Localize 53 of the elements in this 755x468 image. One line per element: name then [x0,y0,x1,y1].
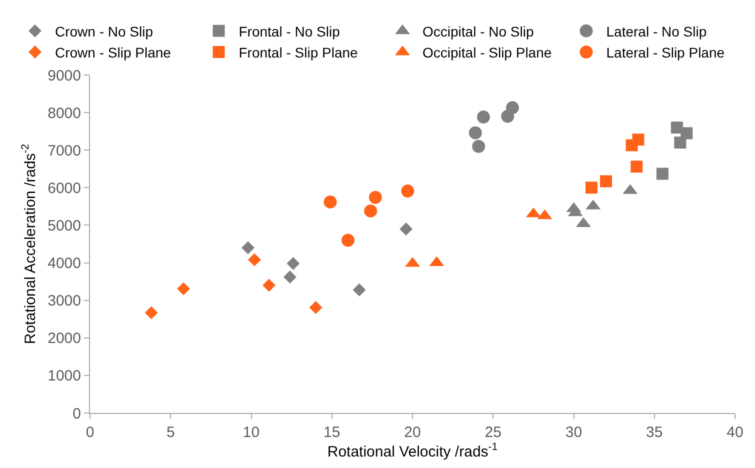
point [656,168,668,180]
y-tick-label: 6000 [48,180,81,197]
x-tick-label: 40 [726,424,744,441]
x-tick-label: 10 [242,424,260,441]
point [177,282,190,296]
point [630,160,643,173]
y-tick-label: 3000 [48,292,81,310]
point [352,283,366,296]
point [468,126,482,140]
point [632,134,644,146]
x-tick-label: 25 [484,424,502,441]
legend-label: Occipital - Slip Plane [422,44,552,60]
point [324,195,337,208]
point [283,270,296,284]
legend-label: Frontal - No Slip [238,23,340,40]
y-tick-label: 5000 [48,217,81,234]
point [342,234,354,247]
y-tick-label: 4000 [48,255,81,272]
point [401,184,414,198]
y-tick-label: 9000 [48,67,81,84]
point [585,182,598,194]
point [262,278,276,292]
point [472,140,486,153]
point [144,306,158,320]
x-tick-label: 0 [86,424,94,441]
point [600,175,612,188]
point [506,101,519,114]
point [364,204,378,218]
point [476,110,490,124]
y-tick-label: 1000 [48,368,81,385]
x-tick-label: 15 [324,424,340,441]
x-tick-label: 30 [565,424,582,441]
x-axis-title: Rotational Velocity /rads$^{-1}$ [327,441,498,460]
legend-label: Lateral - No Slip [606,23,707,40]
point [400,222,413,236]
legend-label: Crown - No Slip [55,23,154,40]
y-tick-label: 2000 [48,330,81,348]
legend-label: Occipital - No Slip [422,23,534,40]
point [248,253,261,266]
x-tick-label: 20 [404,424,421,441]
legend-label: Lateral - Slip Plane [606,44,725,60]
x-tick-label: 5 [166,424,175,441]
x-tick-label: 35 [646,424,663,441]
point [309,300,322,314]
legend-label: Crown - Slip Plane [55,44,172,60]
point [368,190,382,204]
point [674,136,686,149]
y-tick-label: 8000 [48,104,81,122]
point [286,257,300,270]
y-tick-label: 7000 [48,142,81,160]
y-tick-label: 0 [72,405,81,422]
point [242,241,255,254]
legend-label: Frontal - Slip Plane [238,44,358,60]
